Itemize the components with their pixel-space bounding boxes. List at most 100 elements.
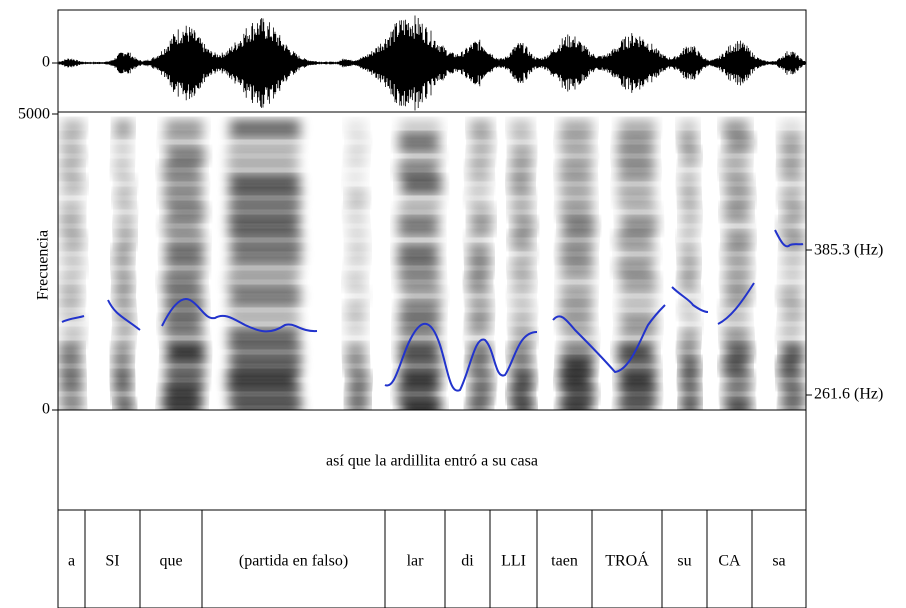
- spec-cell: [163, 218, 202, 234]
- spec-cell: [469, 120, 492, 136]
- spec-cell: [346, 148, 367, 164]
- spec-cell: [468, 260, 491, 276]
- spec-cell: [470, 218, 493, 234]
- spec-cell: [620, 316, 657, 332]
- spec-cell: [113, 260, 132, 276]
- spec-cell: [166, 358, 205, 374]
- freq-top: 5000: [18, 106, 50, 123]
- spec-cell: [227, 148, 298, 164]
- spec-cell: [60, 372, 83, 388]
- spec-cell: [113, 358, 132, 374]
- spec-cell: [347, 232, 368, 248]
- spec-cell: [560, 246, 593, 262]
- syllable: (partida en falso): [239, 553, 348, 570]
- spec-cell: [228, 162, 299, 178]
- spec-cell: [511, 372, 534, 388]
- spec-cell: [470, 372, 493, 388]
- spec-cell: [679, 134, 698, 150]
- spec-cell: [398, 162, 439, 178]
- spec-cell: [165, 372, 204, 388]
- spec-cell: [163, 162, 202, 178]
- spec-cell: [779, 288, 802, 304]
- spec-cell: [724, 246, 751, 262]
- spec-cell: [348, 134, 369, 150]
- spec-cell: [347, 400, 368, 410]
- frame: [52, 9, 812, 608]
- spec-cell: [510, 134, 533, 150]
- spec-cell: [725, 344, 752, 360]
- spec-cell: [467, 330, 490, 346]
- spec-cell: [229, 260, 300, 276]
- spec-cell: [617, 260, 654, 276]
- spec-cell: [227, 372, 298, 388]
- spec-cell: [163, 316, 202, 332]
- spec-cell: [510, 232, 533, 248]
- spec-cell: [166, 344, 205, 360]
- spec-cell: [468, 358, 491, 374]
- spec-cell: [164, 288, 203, 304]
- spec-cell: [399, 274, 440, 290]
- spec-cell: [723, 330, 750, 346]
- spec-cell: [346, 260, 367, 276]
- spec-cell: [681, 204, 700, 220]
- spec-cell: [163, 400, 202, 410]
- spec-cell: [230, 344, 301, 360]
- spec-cell: [617, 134, 654, 150]
- spec-cell: [228, 330, 299, 346]
- spec-cell: [620, 204, 657, 220]
- spec-cell: [725, 260, 752, 276]
- spec-cell: [620, 386, 657, 402]
- spec-cell: [680, 218, 699, 234]
- spec-cell: [398, 260, 439, 276]
- spec-cell: [512, 218, 535, 234]
- spec-cell: [469, 148, 492, 164]
- pitch-top: 385.3 (Hz): [814, 242, 883, 259]
- spec-cell: [163, 190, 202, 206]
- spec-cell: [617, 190, 654, 206]
- spec-cell: [509, 386, 532, 402]
- spec-cell: [722, 120, 749, 136]
- spec-cell: [780, 148, 803, 164]
- spec-cell: [724, 274, 751, 290]
- spec-cell: [470, 204, 493, 220]
- spec-cell: [619, 246, 656, 262]
- sentence: así que la ardillita entró a su casa: [326, 453, 538, 470]
- spec-cell: [59, 162, 82, 178]
- spec-cell: [780, 190, 803, 206]
- spec-cell: [559, 134, 592, 150]
- spec-cell: [510, 260, 533, 276]
- spec-cell: [228, 302, 299, 318]
- spec-cell: [348, 288, 369, 304]
- spec-cell: [401, 190, 442, 206]
- syllable: TROÁ: [605, 551, 649, 570]
- spec-cell: [398, 246, 439, 262]
- spec-cell: [165, 260, 204, 276]
- spec-cell: [560, 190, 593, 206]
- spec-cell: [509, 162, 532, 178]
- spec-cell: [680, 372, 699, 388]
- spec-cell: [347, 386, 368, 402]
- spec-cell: [398, 134, 439, 150]
- spec-cell: [511, 274, 534, 290]
- spec-cell: [401, 176, 442, 192]
- spec-cell: [468, 316, 491, 332]
- spec-cell: [229, 190, 300, 206]
- spec-cell: [725, 400, 752, 410]
- spec-cell: [163, 386, 202, 402]
- spec-cell: [722, 148, 749, 164]
- spec-cell: [780, 134, 803, 150]
- spec-cell: [116, 176, 135, 192]
- syllable-boundaries: [84, 510, 753, 608]
- spec-cell: [61, 120, 84, 136]
- spec-cell: [348, 372, 369, 388]
- spec-cell: [510, 288, 533, 304]
- spec-cell: [59, 134, 82, 150]
- spec-cell: [115, 190, 134, 206]
- spec-cell: [60, 190, 83, 206]
- spec-cell: [469, 386, 492, 402]
- spec-cell: [400, 400, 441, 410]
- spec-cell: [467, 190, 490, 206]
- spec-cell: [165, 120, 204, 136]
- spec-cell: [345, 316, 366, 332]
- spec-cell: [560, 302, 593, 318]
